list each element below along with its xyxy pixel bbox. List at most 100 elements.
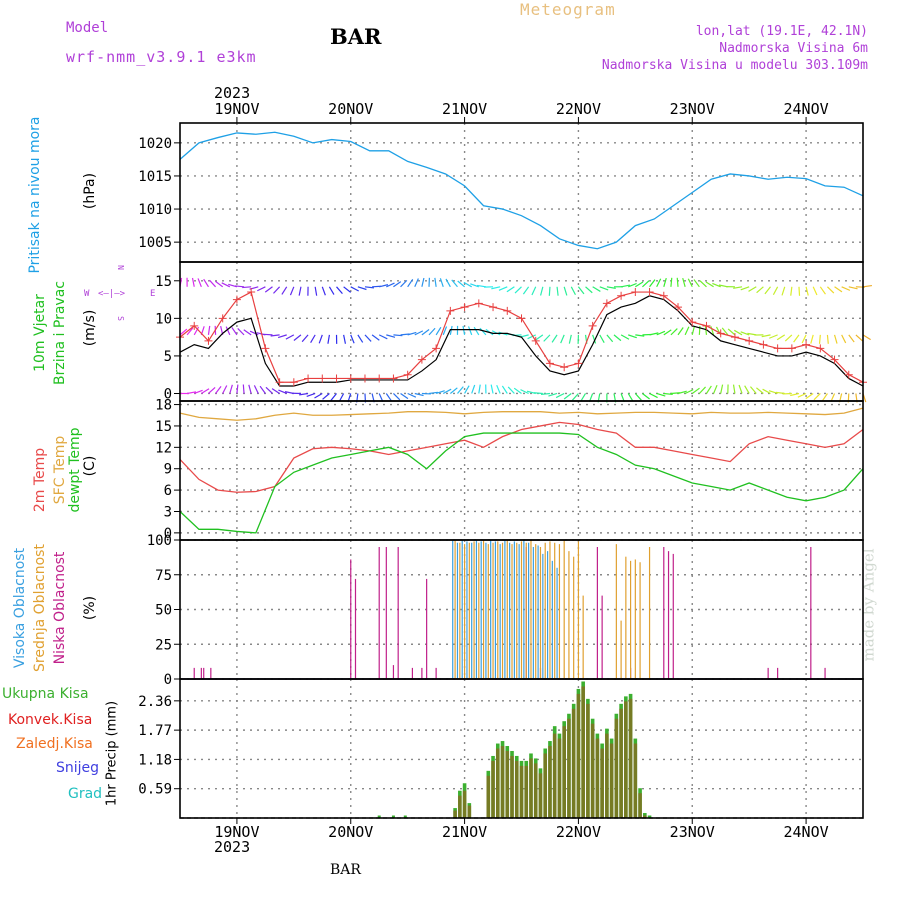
wind-direction-barb: [841, 334, 847, 344]
precip-conv-bar: [467, 805, 472, 818]
wind-direction-barb: [570, 286, 576, 296]
wind-gust-marker: [844, 370, 853, 379]
precip-conv-bar: [514, 760, 519, 818]
wind-direction-barb: [862, 334, 871, 341]
wind-direction-barb: [606, 334, 614, 343]
wind-direction-barb: [705, 385, 712, 394]
wind-gust-marker: [190, 321, 199, 330]
wind-direction-barb: [649, 392, 658, 399]
precip-conv-bar: [500, 746, 505, 818]
wind-direction-barb: [620, 334, 630, 340]
wind-direction-barb: [627, 393, 634, 402]
precip-legend-snow: Snijeg: [56, 760, 100, 776]
wind-direction-barb: [327, 334, 330, 344]
wind-gust-marker: [560, 363, 569, 372]
temp-2m-line: [179, 421, 864, 493]
wind-direction-barb: [635, 281, 644, 288]
wind-direction-barb: [540, 392, 551, 396]
wind-gust-marker: [759, 340, 768, 349]
wind-direction-barb: [393, 281, 402, 288]
wind-direction-barb: [790, 286, 793, 296]
dir-key-arrows: <—|—>: [98, 289, 126, 299]
wind-direction-barb: [740, 331, 750, 336]
wind-direction-barb: [848, 286, 858, 290]
wind-direction-barb: [663, 329, 672, 336]
y-tick-label: 100: [147, 533, 172, 549]
station-title: BAR: [330, 24, 382, 49]
wind-direction-barb: [649, 332, 659, 336]
y-tick-label: 25: [155, 637, 172, 653]
wind-direction-barb: [748, 286, 757, 292]
precip-conv-bar: [600, 748, 604, 818]
wind-direction-barb: [684, 326, 690, 336]
wind-direction-barb: [253, 385, 259, 394]
wind-gust-marker: [617, 291, 626, 300]
wind-direction-barb: [496, 384, 501, 394]
wind-direction-barb: [236, 384, 239, 394]
wind-direction-barb: [414, 330, 424, 336]
precip-conv-bar: [590, 723, 595, 818]
wind-direction-barb: [301, 334, 309, 343]
wind-direction-barb: [642, 393, 650, 400]
wind-direction-barb: [207, 325, 211, 335]
precip-legend-conv: Konvek.Kisa: [8, 712, 93, 728]
wind-direction-barb: [826, 334, 829, 344]
wind-direction-barb: [656, 392, 666, 397]
wind-gust-marker: [645, 288, 654, 297]
wind-direction-barb: [628, 334, 637, 339]
precip-conv-bar: [586, 703, 590, 818]
precip-conv-bar: [462, 790, 467, 818]
wind-direction-barb: [364, 286, 374, 289]
wind-direction-barb: [568, 334, 572, 344]
wind-direction-barb: [677, 327, 684, 336]
wind-gust-marker: [403, 370, 412, 379]
wind-direction-barb: [827, 286, 835, 294]
wind-direction-barb: [464, 385, 470, 394]
wind-gust-marker: [802, 340, 811, 349]
wind-gust-marker: [417, 355, 426, 364]
y-tick-label: 15: [155, 419, 172, 435]
precip-conv-bar: [643, 815, 647, 818]
wind-gust-marker: [318, 374, 327, 383]
y-tick-label: 2.36: [138, 694, 172, 710]
wind-direction-barb: [414, 392, 424, 397]
wind-direction-barb: [449, 325, 453, 335]
x-tick-label-bottom: 19NOV: [214, 823, 259, 841]
wind-gust-marker: [474, 299, 483, 308]
wind-direction-barb: [491, 286, 501, 290]
wind-direction-barb: [235, 285, 245, 288]
wind-speed-line: [179, 295, 864, 387]
wind-gust-marker: [275, 378, 284, 387]
meteogram-title: Meteogram: [520, 0, 616, 19]
wind-direction-barb: [281, 286, 288, 295]
wind-gust-marker: [531, 336, 540, 345]
y-tick-label: 1.18: [138, 752, 172, 768]
wind-direction-barb: [449, 387, 458, 394]
wind-gust-marker: [460, 303, 469, 312]
wind-direction-barb: [463, 281, 472, 288]
precip-conv-bar: [533, 763, 538, 818]
wind-direction-barb: [400, 279, 408, 288]
y-tick-label: 5: [164, 349, 172, 365]
precip-conv-bar: [519, 765, 524, 818]
precip-total-bar: [403, 815, 407, 818]
wind-direction-barb: [271, 388, 280, 394]
precip-conv-bar: [628, 698, 633, 818]
y-tick-label: 0.59: [138, 782, 172, 798]
wind-gust-marker: [247, 288, 256, 297]
wind-direction-barb: [670, 328, 678, 336]
wind-direction-barb: [439, 278, 444, 287]
wind-gust-marker: [702, 321, 711, 330]
wind-gust-marker: [503, 306, 512, 315]
wind-direction-barb: [571, 393, 579, 401]
wind-direction-barb: [445, 278, 451, 288]
precip-conv-bar: [543, 753, 548, 818]
wind-gust-marker: [716, 329, 725, 338]
wind-direction-barb: [642, 280, 650, 288]
precip-conv-bar: [453, 810, 457, 818]
precip-conv-bar: [638, 793, 642, 818]
x-tick-label-top: 23NOV: [670, 100, 715, 118]
wind-direction-barb: [248, 384, 252, 394]
wind-direction-barb: [407, 392, 417, 398]
wind-direction-barb: [833, 334, 838, 344]
